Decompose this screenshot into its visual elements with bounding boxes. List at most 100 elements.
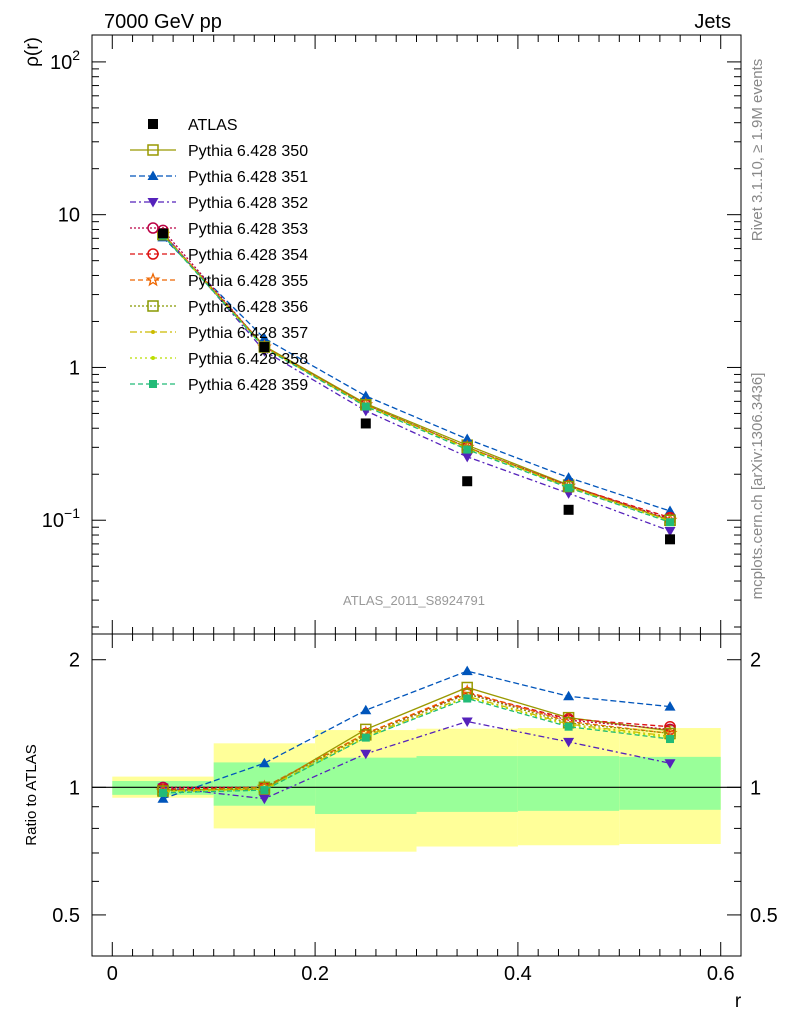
legend-label: Pythia 6.428 358 xyxy=(188,351,308,368)
ratio-series-point xyxy=(158,788,167,797)
inner-band-bin xyxy=(517,756,620,811)
ratio-y-tick-label-right: 0.5 xyxy=(750,905,778,927)
main-series-point xyxy=(461,433,473,444)
main-series-point xyxy=(666,518,675,527)
ratio-series-point xyxy=(360,749,372,760)
main-y-tick-label: 102 xyxy=(50,47,80,74)
legend-marker xyxy=(147,170,159,180)
analysis-label: ATLAS_2011_S8924791 xyxy=(343,593,485,608)
ratio-series-line xyxy=(162,693,671,792)
ratio-series-point xyxy=(666,735,675,744)
atlas-data-point xyxy=(462,476,473,487)
ratio-series-point xyxy=(664,759,676,769)
main-series-point xyxy=(564,483,573,492)
legend: ATLAS Pythia 6.428 350 Pythia 6.428 351 Pyt… xyxy=(130,117,308,394)
ratio-series-point xyxy=(461,681,473,694)
main-series-point xyxy=(360,390,372,401)
ratio-series-line xyxy=(162,720,671,800)
legend-marker xyxy=(147,198,159,208)
legend-label: Pythia 6.428 354 xyxy=(188,247,308,264)
legend-marker xyxy=(147,144,159,156)
axes: 10−1 1 10 102 0.5 0.5 1 1 2 2 0 0.2 0.4 0.6 xyxy=(42,35,778,985)
legend-marker-atlas xyxy=(148,119,158,129)
main-y-axis-label: ρ(r) xyxy=(22,37,43,67)
main-series-point xyxy=(664,527,676,537)
ratio-y-tick-label-right: 2 xyxy=(750,650,761,672)
rivet-version-label: Rivet 3.1.10, ≥ 1.9M events xyxy=(749,59,766,242)
main-series xyxy=(155,224,678,545)
legend-label: Pythia 6.428 351 xyxy=(188,169,308,186)
ratio-series-point xyxy=(258,757,270,768)
mcplots-label: mcplots.cern.ch [arXiv:1306.3436] xyxy=(749,373,766,600)
ratio-series-point xyxy=(461,665,473,676)
atlas-data-point xyxy=(259,342,270,353)
ratio-series-line xyxy=(162,696,671,793)
legend-marker xyxy=(145,272,161,287)
collision-label: 7000 GeV pp xyxy=(104,11,222,33)
x-axis-label: r xyxy=(735,991,742,1012)
x-tick-label: 0.4 xyxy=(504,963,532,985)
atlas-data-point xyxy=(665,534,676,545)
ratio-series-point xyxy=(463,694,472,703)
ratio-series-line xyxy=(162,686,671,791)
observable-label: Jets xyxy=(694,11,731,33)
inner-band-bin xyxy=(416,756,518,812)
ratio-y-tick-label: 0.5 xyxy=(52,905,80,927)
legend-label: Pythia 6.428 357 xyxy=(188,325,308,342)
ratio-series-point xyxy=(563,690,575,701)
main-series-point xyxy=(361,402,370,411)
ratio-y-axis-label: Ratio to ATLAS xyxy=(23,744,40,845)
legend-marker xyxy=(151,356,155,360)
ratio-uncertainty-bands xyxy=(92,728,741,852)
ratio-series-point xyxy=(360,704,372,715)
ratio-series-point xyxy=(461,717,473,727)
ratio-series-line xyxy=(162,670,671,800)
legend-marker xyxy=(149,380,157,388)
main-series-line xyxy=(162,236,671,512)
ratio-series-point xyxy=(260,786,269,795)
main-series-point xyxy=(461,452,473,463)
ratio-y-tick-label: 1 xyxy=(69,777,80,799)
ratio-y-tick-label: 2 xyxy=(69,650,80,672)
x-tick-label: 0.6 xyxy=(707,963,735,985)
inner-band-bin xyxy=(315,757,417,815)
atlas-data-point xyxy=(563,504,574,515)
ratio-series-point xyxy=(361,733,370,742)
ratio-series xyxy=(155,665,678,805)
legend-label: Pythia 6.428 356 xyxy=(188,299,308,316)
legend-label: Pythia 6.428 352 xyxy=(188,195,308,212)
ratio-series-point xyxy=(563,737,575,748)
main-series-point xyxy=(258,332,270,343)
main-y-tick-label: 10−1 xyxy=(42,505,80,532)
legend-marker xyxy=(147,222,159,234)
atlas-data-point xyxy=(360,418,371,429)
legend-label: Pythia 6.428 359 xyxy=(188,377,308,394)
ratio-series-line xyxy=(162,697,671,794)
main-series-line xyxy=(162,234,671,521)
main-series-line xyxy=(162,234,671,523)
ratio-series-point xyxy=(258,794,270,805)
ratio-series-point xyxy=(664,701,676,711)
main-series-point xyxy=(463,445,472,454)
legend-label: Pythia 6.428 355 xyxy=(188,273,308,290)
atlas-data-point xyxy=(157,228,168,239)
ratio-series-point xyxy=(157,793,169,803)
ratio-series-point xyxy=(664,720,676,733)
legend-label-atlas: ATLAS xyxy=(188,117,238,134)
legend-label: Pythia 6.428 353 xyxy=(188,221,308,238)
main-series-point xyxy=(563,472,575,482)
main-series-line xyxy=(162,235,671,523)
x-tick-label: 0 xyxy=(107,963,118,985)
x-tick-label: 0.2 xyxy=(301,963,329,985)
ratio-y-tick-label-right: 1 xyxy=(750,777,761,799)
legend-label: Pythia 6.428 350 xyxy=(188,143,308,160)
main-series-line xyxy=(162,232,671,532)
ratio-series-line xyxy=(162,695,671,792)
legend-marker xyxy=(147,248,159,260)
legend-marker xyxy=(151,330,155,334)
main-y-tick-label: 1 xyxy=(69,357,80,379)
legend-marker xyxy=(147,300,159,312)
ratio-series-point xyxy=(564,722,573,731)
main-y-tick-label: 10 xyxy=(58,205,80,227)
